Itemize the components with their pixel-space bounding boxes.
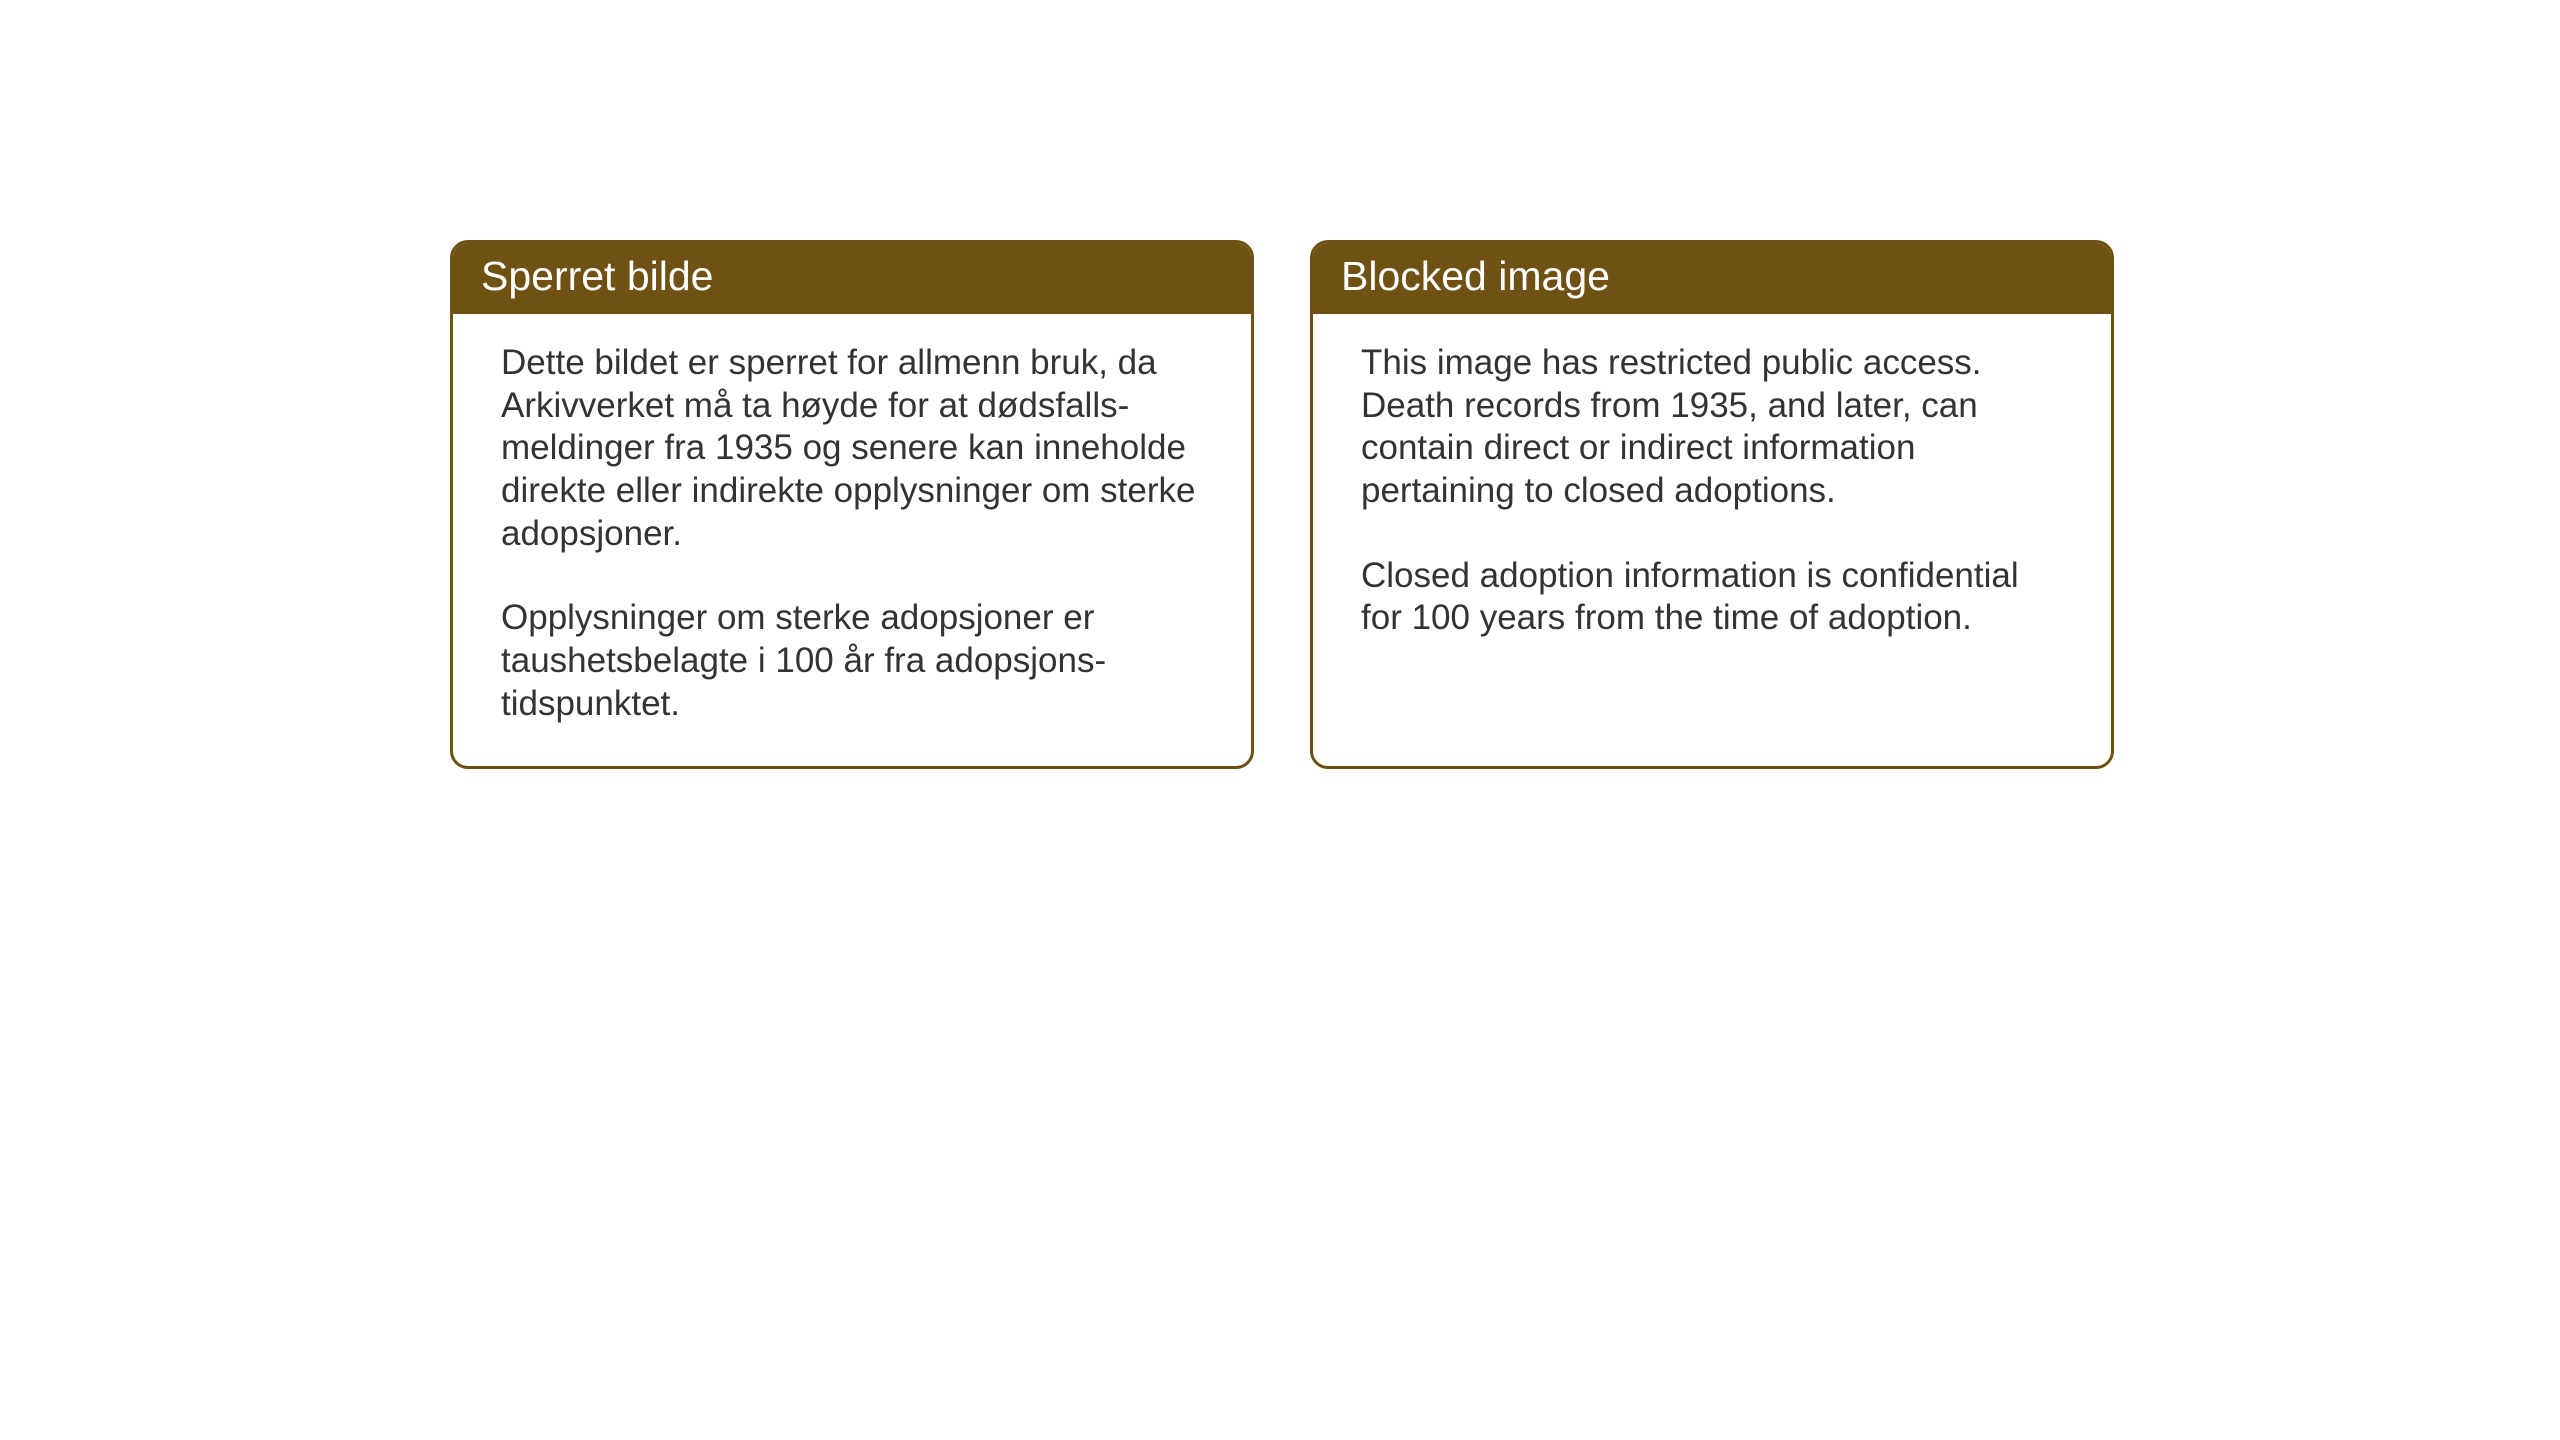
card-paragraph: Closed adoption information is confident…	[1361, 555, 2063, 640]
card-body: Dette bildet er sperret for allmenn bruk…	[453, 314, 1251, 766]
notice-card-english: Blocked image This image has restricted …	[1310, 240, 2114, 769]
notice-container: Sperret bilde Dette bildet er sperret fo…	[450, 240, 2114, 769]
card-header: Blocked image	[1313, 243, 2111, 314]
card-title: Sperret bilde	[481, 253, 713, 299]
card-body: This image has restricted public access.…	[1313, 314, 2111, 680]
card-paragraph: This image has restricted public access.…	[1361, 342, 2063, 513]
card-title: Blocked image	[1341, 253, 1610, 299]
card-paragraph: Opplysninger om sterke adopsjoner er tau…	[501, 597, 1203, 725]
notice-card-norwegian: Sperret bilde Dette bildet er sperret fo…	[450, 240, 1254, 769]
card-paragraph: Dette bildet er sperret for allmenn bruk…	[501, 342, 1203, 555]
card-header: Sperret bilde	[453, 243, 1251, 314]
